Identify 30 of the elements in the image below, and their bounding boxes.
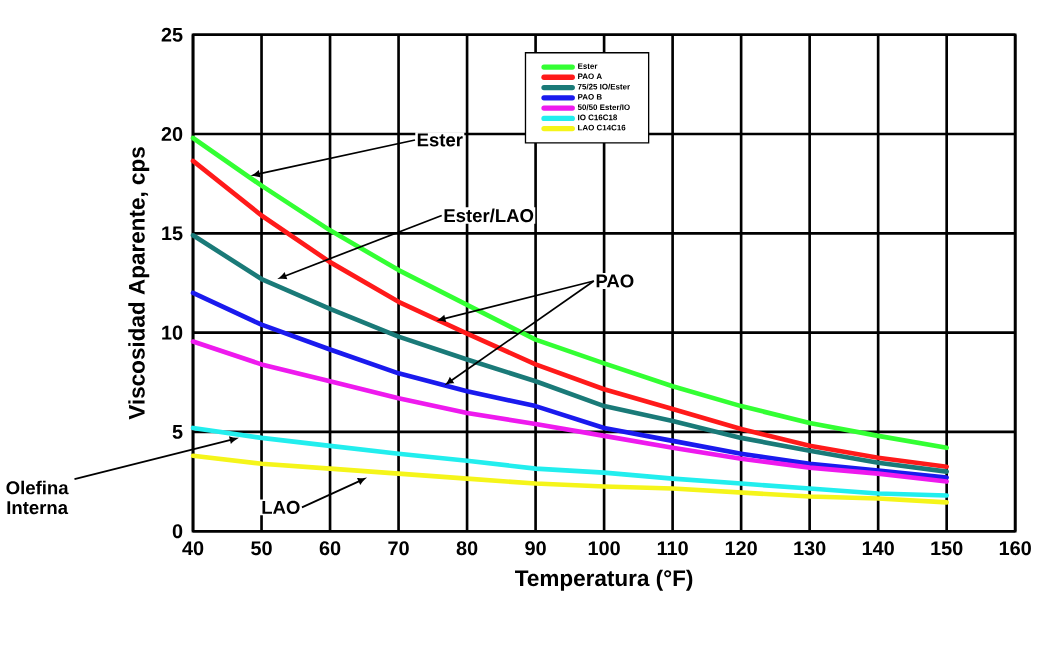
- annotation: LAO: [262, 500, 300, 514]
- x-tick-label: 160: [999, 541, 1031, 556]
- x-tick-label: 110: [657, 541, 688, 556]
- y-tick-label: 25: [161, 27, 183, 42]
- x-tick-label: 100: [588, 541, 620, 556]
- line-series: [190, 232, 949, 474]
- annotation: Ester: [417, 133, 463, 147]
- y-tick-label: 5: [172, 424, 183, 439]
- y-tick-label: 0: [172, 523, 183, 539]
- x-tick-label: 120: [725, 541, 757, 556]
- x-tick-label: 40: [182, 541, 204, 556]
- x-tick-label: 80: [456, 541, 478, 556]
- annotation: Olefina Interna: [6, 480, 69, 515]
- y-tick-label: 20: [161, 126, 183, 141]
- x-tick-label: 140: [862, 541, 894, 556]
- x-axis-title: Temperatura (°F): [515, 569, 693, 591]
- y-tick-label: 15: [162, 226, 183, 241]
- line-series: [190, 425, 949, 498]
- x-tick-label: 150: [931, 541, 963, 556]
- y-tick-label: 10: [162, 325, 183, 340]
- x-tick-label: 50: [251, 541, 272, 556]
- x-tick-label: 130: [794, 541, 826, 556]
- x-tick-label: 90: [525, 541, 546, 556]
- line-series: [190, 339, 949, 484]
- line-series: [190, 290, 949, 480]
- annotation: PAO: [596, 274, 634, 288]
- x-tick-label: 70: [388, 541, 409, 556]
- y-axis-title: Viscosidad Aparente, cps: [128, 146, 150, 420]
- x-tick-label: 60: [319, 541, 341, 556]
- annotation: Ester/LAO: [444, 208, 534, 223]
